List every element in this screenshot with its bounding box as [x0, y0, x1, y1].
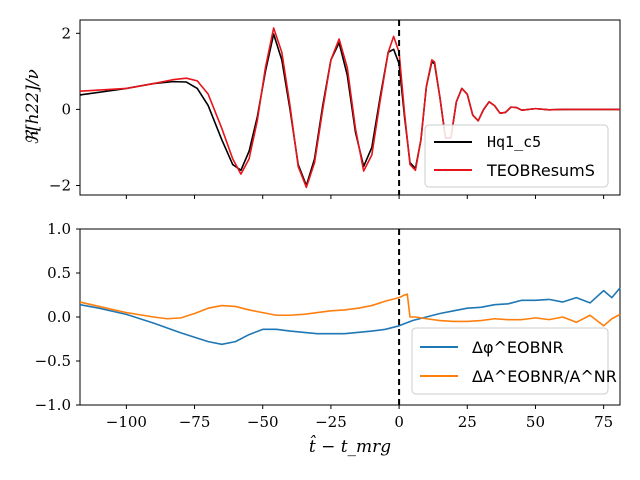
top-panel: −2 0 2 ℜ[h22]/ν Hq1_c5 TEOBResumS — [23, 19, 621, 199]
bottom-series-group — [79, 287, 621, 346]
top-legend-box — [424, 124, 609, 188]
top-x-ticks — [125, 195, 605, 199]
legend-label-delta-phi: Δφ^EOBNR — [472, 338, 564, 357]
bot-xtick-label: 50 — [526, 413, 545, 431]
legend-label-hq1-c5: Hq1_c5 — [487, 133, 541, 151]
bottom-xlabel: t̂ − t_mrg — [309, 435, 391, 457]
bot-xtick-label: 25 — [458, 413, 477, 431]
bot-xtick-label: 75 — [594, 413, 613, 431]
top-series-1 — [79, 27, 620, 189]
bottom-x-ticks: −100 −75 −50 −25 0 25 50 75 — [106, 405, 613, 431]
top-ylabel: ℜ[h22]/ν — [23, 69, 43, 145]
bot-ytick-label: 0.0 — [47, 308, 71, 326]
top-ytick-label: 2 — [61, 24, 71, 42]
top-y-ticks: −2 0 2 — [49, 24, 80, 194]
top-ytick-label: 0 — [61, 100, 71, 118]
bot-ytick-label: −0.5 — [35, 352, 71, 370]
bot-ytick-label: 0.5 — [47, 264, 71, 282]
top-legend: Hq1_c5 TEOBResumS — [424, 124, 609, 188]
top-ytick-label: −2 — [49, 176, 71, 194]
bot-xtick-label: −50 — [247, 413, 279, 431]
bottom-legend-box — [411, 327, 609, 395]
legend-label-delta-amp: ΔA^EOBNR/A^NR — [472, 367, 617, 386]
bot-xtick-label: 0 — [394, 413, 404, 431]
legend-label-teobresums: TEOBResumS — [486, 161, 595, 180]
top-axes-frame — [79, 19, 621, 196]
bottom-panel: −100 −75 −50 −25 0 25 50 75 −1.0 −0.5 0.0 0.5 1.0 t… — [35, 220, 621, 457]
bot-series-0 — [79, 287, 621, 346]
bot-xtick-label: −100 — [106, 413, 147, 431]
top-series-group — [79, 27, 620, 189]
bot-xtick-label: −75 — [179, 413, 211, 431]
bot-series-1 — [79, 293, 621, 327]
bot-xtick-label: −25 — [315, 413, 347, 431]
bot-ytick-label: −1.0 — [35, 396, 71, 414]
bottom-y-ticks: −1.0 −0.5 0.0 0.5 1.0 — [35, 220, 80, 414]
bot-ytick-label: 1.0 — [47, 220, 71, 238]
bottom-legend: Δφ^EOBNR ΔA^EOBNR/A^NR — [411, 327, 617, 395]
